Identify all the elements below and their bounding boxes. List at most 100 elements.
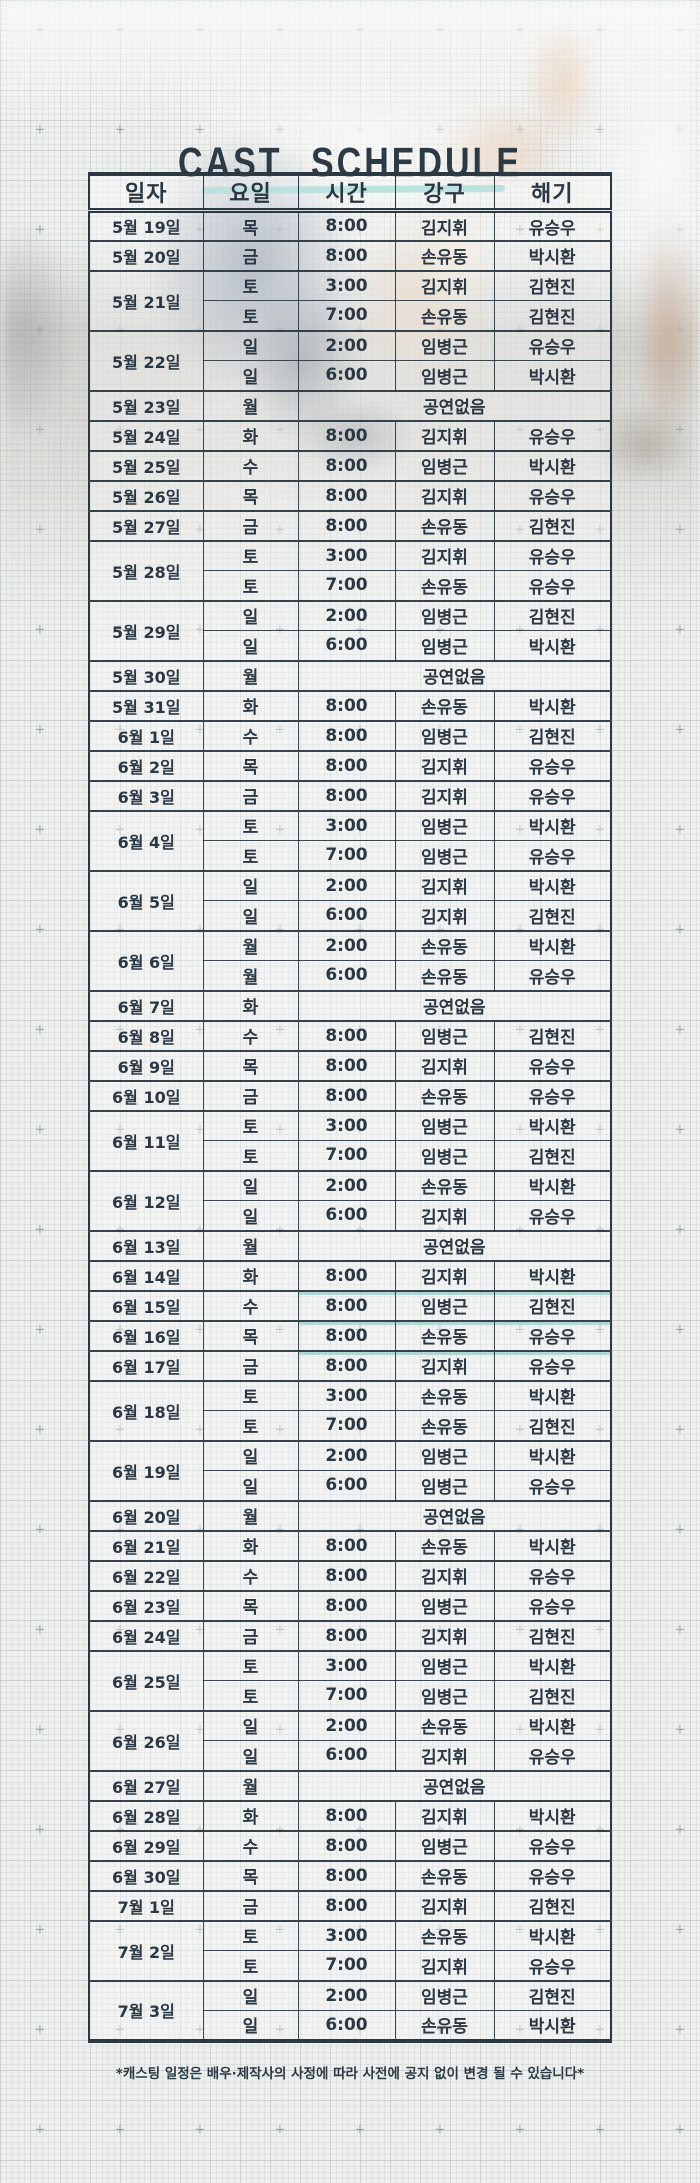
plus-mark: + — [34, 1922, 46, 1938]
time-cell: 6:00 — [297, 900, 396, 931]
schedule-note: *캐스팅 일정은 배우·제작사의 사정에 따라 사전에 공지 없이 변경 될 수… — [115, 2066, 585, 2082]
date-cell: 6월 18일 — [88, 1379, 204, 1441]
time-cell: 2:00 — [297, 599, 396, 631]
haegi-cast-cell: 유승우 — [493, 1049, 612, 1081]
schedule-row: 7월 3일 일 2:00 임병근 김현진 — [88, 1979, 612, 2041]
day-cell: 금 — [202, 509, 299, 541]
time-cell: 8:00 — [297, 1859, 396, 1891]
time-cell: 8:00 — [297, 689, 396, 721]
time-cell: 3:00 — [297, 1109, 396, 1141]
schedule-row: 6월 8일 수 8:00 임병근 김현진 — [88, 1019, 612, 1051]
date-cell: 5월 27일 — [88, 509, 204, 541]
ganggu-cast-cell: 김지휘 — [394, 1950, 495, 1981]
time-cell: 7:00 — [297, 570, 396, 601]
haegi-cast-cell: 유승우 — [493, 1740, 612, 1771]
ganggu-cast-cell: 김지휘 — [394, 900, 495, 931]
time-cell: 6:00 — [297, 630, 396, 661]
time-cell: 8:00 — [297, 239, 396, 271]
ganggu-cast-cell: 임병근 — [394, 329, 495, 361]
haegi-cast-cell: 박시환 — [493, 1109, 612, 1141]
ganggu-cast-cell: 김지휘 — [394, 1799, 495, 1831]
schedule-row: 6월 27일 월 공연없음 — [88, 1769, 612, 1801]
ganggu-cast-cell: 손유동 — [394, 1709, 495, 1741]
ganggu-cast-cell: 김지휘 — [394, 479, 495, 511]
time-cell: 2:00 — [297, 929, 396, 961]
day-cell: 목 — [202, 1319, 299, 1351]
date-cell: 6월 10일 — [88, 1079, 204, 1111]
time-cell: 2:00 — [297, 1979, 396, 2011]
haegi-cast-cell: 김현진 — [493, 300, 612, 331]
time-cell: 3:00 — [297, 1919, 396, 1951]
ganggu-cast-cell: 임병근 — [394, 1289, 495, 1321]
haegi-cast-cell: 박시환 — [493, 630, 612, 661]
schedule-row: 일 6:00 김지휘 김현진 — [89, 900, 612, 931]
date-cell: 6월 26일 — [88, 1709, 204, 1771]
schedule-row: 6월 17일 금 8:00 김지휘 유승우 — [88, 1349, 612, 1381]
day-cell: 일 — [202, 630, 299, 661]
time-cell: 6:00 — [297, 960, 396, 991]
column-header: 시간 — [297, 173, 396, 213]
time-cell: 8:00 — [297, 509, 396, 541]
schedule-row: 6월 25일 토 3:00 임병근 박시환 — [88, 1649, 612, 1711]
plus-mark: + — [34, 1422, 46, 1438]
haegi-cast-cell: 김현진 — [493, 509, 612, 541]
no-show-cell: 공연없음 — [297, 1499, 612, 1531]
day-cell: 화 — [202, 1799, 299, 1831]
schedule-row: 6월 21일 화 8:00 손유동 박시환 — [88, 1529, 612, 1561]
schedule-row: 6월 29일 수 8:00 임병근 유승우 — [88, 1829, 612, 1861]
plus-mark: + — [674, 2122, 686, 2138]
ganggu-cast-cell: 손유동 — [394, 1169, 495, 1201]
date-cell: 6월 30일 — [88, 1859, 204, 1891]
ganggu-cast-cell: 손유동 — [394, 1859, 495, 1891]
plus-mark: + — [674, 722, 686, 738]
plus-mark: + — [34, 1522, 46, 1538]
day-cell: 월 — [202, 1499, 299, 1531]
time-cell: 2:00 — [297, 329, 396, 361]
time-cell: 8:00 — [297, 1049, 396, 1081]
haegi-cast-cell: 유승우 — [493, 1319, 612, 1351]
date-cell: 7월 1일 — [88, 1889, 204, 1921]
plus-mark: + — [34, 922, 46, 938]
day-cell: 일 — [202, 1200, 299, 1231]
haegi-cast-cell: 박시환 — [493, 1799, 612, 1831]
date-cell: 6월 2일 — [88, 749, 204, 781]
plus-mark: + — [674, 1222, 686, 1238]
schedule-row: 월 6:00 손유동 유승우 — [89, 960, 612, 991]
time-cell: 8:00 — [297, 1589, 396, 1621]
time-cell: 6:00 — [297, 1470, 396, 1501]
day-cell: 목 — [202, 479, 299, 511]
time-cell: 2:00 — [297, 869, 396, 901]
schedule-row: 5월 22일 일 2:00 임병근 유승우 — [88, 329, 612, 391]
ganggu-cast-cell: 김지휘 — [394, 749, 495, 781]
date-cell: 6월 17일 — [88, 1349, 204, 1381]
time-cell: 8:00 — [297, 1889, 396, 1921]
day-cell: 일 — [202, 1470, 299, 1501]
day-cell: 금 — [202, 239, 299, 271]
time-cell: 7:00 — [297, 840, 396, 871]
date-cell: 6월 12일 — [88, 1169, 204, 1231]
ganggu-cast-cell: 김지휘 — [394, 1889, 495, 1921]
schedule-row: 6월 19일 일 2:00 임병근 박시환 — [88, 1439, 612, 1501]
ganggu-cast-cell: 임병근 — [394, 1829, 495, 1861]
haegi-cast-cell: 박시환 — [493, 1709, 612, 1741]
haegi-cast-cell: 유승우 — [493, 1079, 612, 1111]
day-cell: 금 — [202, 1889, 299, 1921]
ganggu-cast-cell: 임병근 — [394, 1109, 495, 1141]
schedule-row: 5월 26일 목 8:00 김지휘 유승우 — [88, 479, 612, 511]
day-cell: 수 — [202, 1829, 299, 1861]
ganggu-cast-cell: 김지휘 — [394, 209, 495, 241]
plus-mark: + — [674, 1522, 686, 1538]
date-cell: 6월 1일 — [88, 719, 204, 751]
day-cell: 토 — [202, 539, 299, 571]
date-cell: 6월 14일 — [88, 1259, 204, 1291]
time-cell: 2:00 — [297, 1169, 396, 1201]
day-cell: 일 — [202, 869, 299, 901]
date-cell: 5월 28일 — [88, 539, 204, 601]
schedule-row: 6월 2일 목 8:00 김지휘 유승우 — [88, 749, 612, 781]
time-cell: 6:00 — [297, 360, 396, 391]
haegi-cast-cell: 유승우 — [493, 749, 612, 781]
schedule-row: 6월 28일 화 8:00 김지휘 박시환 — [88, 1799, 612, 1831]
day-cell: 월 — [202, 960, 299, 991]
date-cell: 6월 11일 — [88, 1109, 204, 1171]
day-cell: 일 — [202, 329, 299, 361]
